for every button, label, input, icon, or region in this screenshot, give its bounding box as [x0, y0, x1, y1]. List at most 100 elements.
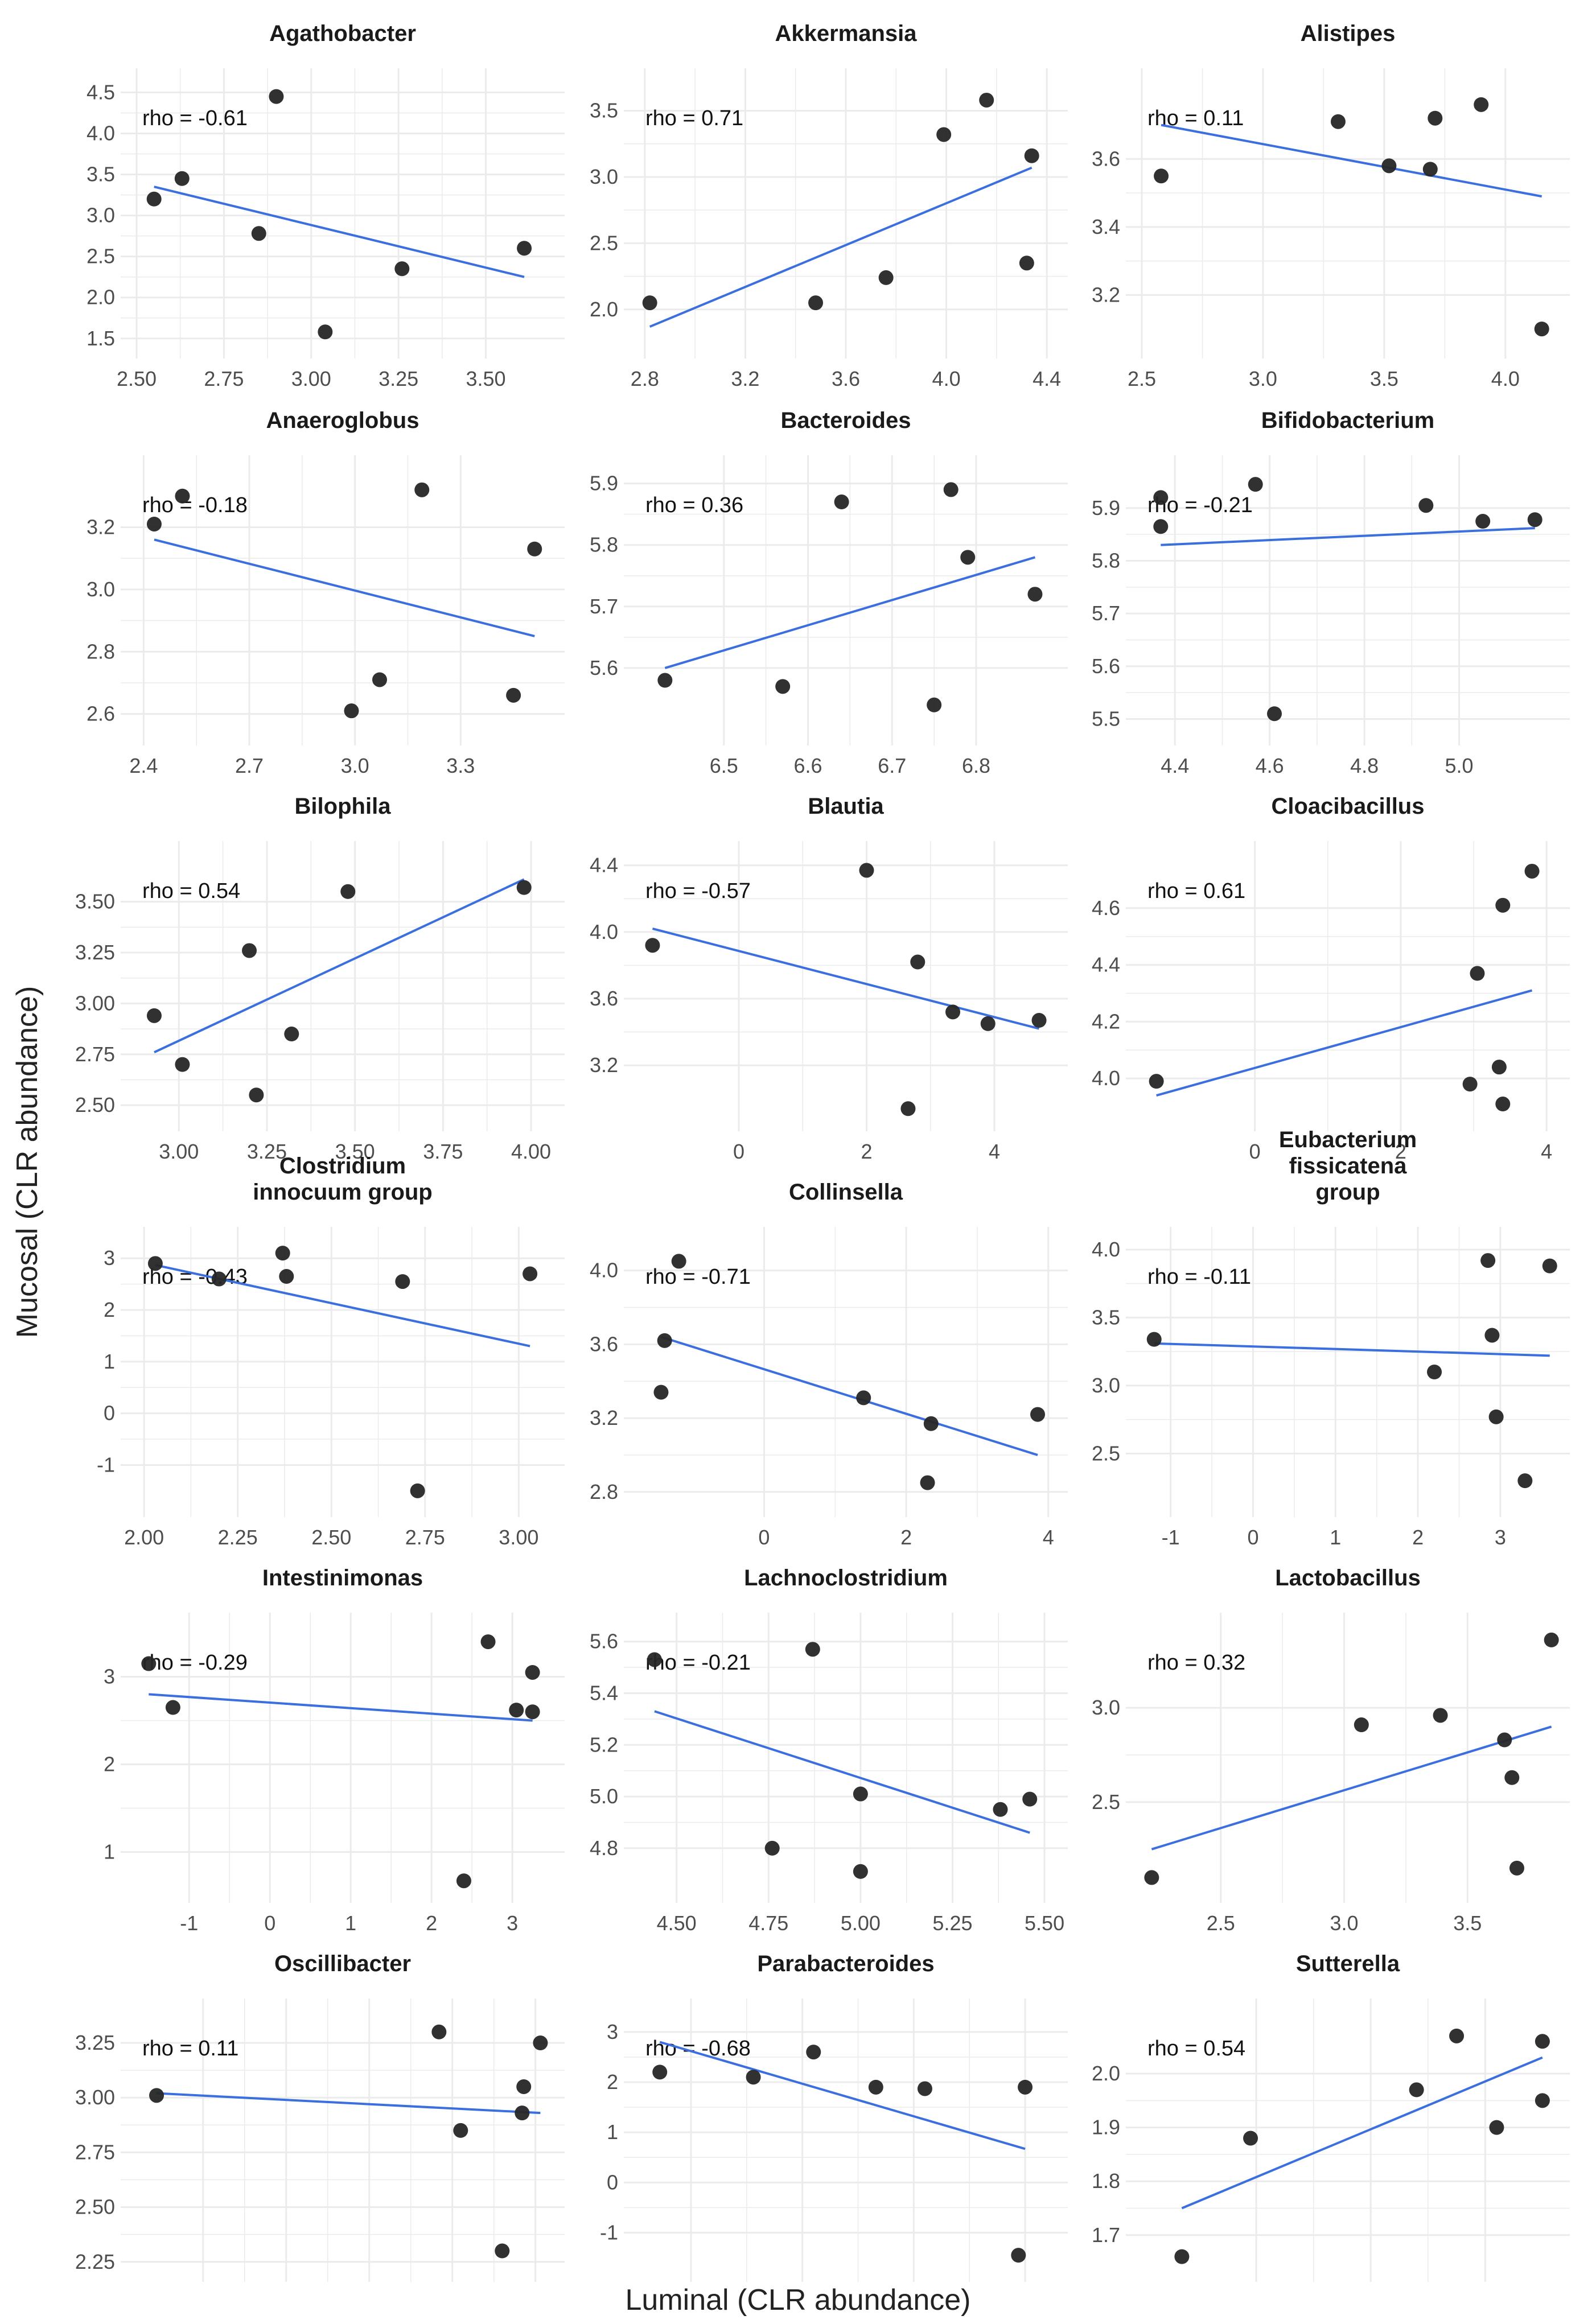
x-tick-label: 2 — [900, 1526, 912, 1549]
data-point — [764, 1840, 780, 1856]
x-tick-label: 4.0 — [932, 367, 961, 390]
x-tick-label: 4 — [989, 1140, 1000, 1163]
data-point — [1497, 1732, 1512, 1748]
data-point — [856, 1390, 871, 1406]
y-tick-label: 4.6 — [1092, 896, 1120, 920]
regression-line — [649, 166, 1033, 328]
regression-line — [1161, 527, 1535, 546]
y-tick-label: 5.6 — [590, 656, 618, 679]
data-point — [525, 1704, 540, 1720]
x-tick-label: 1 — [345, 1911, 356, 1935]
panel-bilophila: Bilophila 3.00 3.25 3.50 3.75 4.00 2.50 2.75 3.0… — [75, 794, 565, 1163]
y-tick-label: 5.9 — [1092, 496, 1120, 520]
data-point — [1267, 706, 1282, 722]
data-point — [936, 127, 952, 142]
regression-line — [154, 538, 535, 637]
data-point — [1146, 1332, 1162, 1347]
data-point — [806, 2045, 821, 2060]
regression-line — [149, 1693, 533, 1722]
data-point — [146, 1008, 162, 1023]
panel-title: Akkermansia — [775, 21, 917, 46]
x-tick-label: 2.50 — [311, 1526, 351, 1549]
y-tick-label: 1 — [104, 1350, 115, 1373]
y-tick-label: 3.00 — [75, 2086, 115, 2109]
data-point — [1409, 2082, 1424, 2098]
regression-line — [660, 1336, 1038, 1456]
x-tick-label: 3.50 — [335, 1140, 375, 1163]
data-point — [1433, 1708, 1448, 1723]
x-tick-label: 3.00 — [291, 367, 331, 390]
y-tick-label: 1.5 — [87, 327, 115, 350]
data-point — [527, 541, 542, 557]
data-point — [927, 697, 942, 712]
y-tick-label: 4.0 — [590, 920, 618, 943]
x-tick-label: 6.6 — [793, 754, 822, 777]
y-tick-label: 1 — [104, 1840, 115, 1863]
x-tick-label: 0 — [1249, 1140, 1261, 1163]
y-tick-label: 0 — [104, 1402, 115, 1425]
x-tick-label: 3.75 — [423, 1140, 463, 1163]
data-point — [657, 1333, 672, 1348]
data-point — [1475, 514, 1491, 529]
data-point — [533, 2035, 548, 2051]
data-point — [979, 92, 994, 108]
data-point — [1011, 2248, 1026, 2263]
y-tick-label: 2 — [607, 2070, 618, 2094]
data-point — [410, 1483, 425, 1498]
rho-annotation: rho = -0.29 — [142, 1651, 248, 1675]
rho-annotation: rho = -0.57 — [645, 879, 751, 903]
rho-annotation: rho = -0.18 — [142, 493, 248, 517]
data-point — [834, 495, 849, 510]
data-point — [395, 1274, 410, 1289]
data-point — [1488, 1409, 1504, 1424]
data-point — [525, 1664, 540, 1680]
y-tick-label: 1 — [607, 2120, 618, 2144]
data-point — [480, 1634, 496, 1650]
x-tick-label: 4.4 — [1161, 754, 1189, 777]
data-point — [146, 516, 162, 531]
y-tick-label: 3.2 — [590, 1053, 618, 1077]
y-tick-label: 3.6 — [590, 1332, 618, 1355]
x-tick-label: 1 — [1330, 1526, 1341, 1549]
panel-title: Agathobacter — [269, 21, 416, 46]
data-point — [1330, 114, 1346, 129]
panel-lactobacillus: Lactobacillus 2.5 3.0 3.5 2.5 3.0 rho = 0.32 — [1092, 1565, 1570, 1935]
panel-title: Oscillibacter — [274, 1951, 411, 1976]
data-point — [146, 191, 162, 207]
data-point — [1495, 897, 1511, 913]
x-tick-label: 6.8 — [962, 754, 990, 777]
data-point — [1427, 1365, 1442, 1379]
x-tick-label: 5.50 — [1025, 1911, 1064, 1935]
data-point — [1018, 2079, 1033, 2095]
data-point — [1428, 110, 1443, 126]
data-point — [344, 703, 359, 719]
data-point — [284, 1027, 299, 1042]
x-tick-label: 4.0 — [1491, 367, 1520, 390]
rho-annotation: rho = -0.11 — [1147, 1265, 1251, 1289]
data-point — [853, 1864, 868, 1879]
y-tick-label: 3.25 — [75, 941, 115, 964]
panel-title: group — [1315, 1180, 1380, 1205]
data-point — [251, 226, 266, 241]
x-tick-label: 3 — [1495, 1526, 1506, 1549]
panel-akkermansia: Akkermansia 2.8 3.2 3.6 4.0 4.4 2.0 2.5 3.0 3.5 rh… — [590, 21, 1068, 390]
y-tick-label: 3.0 — [87, 578, 115, 601]
rho-annotation: rho = 0.11 — [142, 2037, 238, 2061]
y-tick-label: 4.8 — [590, 1836, 618, 1860]
data-point — [960, 550, 976, 565]
panel-title: Bifidobacterium — [1261, 408, 1434, 433]
panel-title: Bilophila — [295, 794, 392, 819]
data-point — [1154, 168, 1169, 184]
data-point — [275, 1246, 290, 1261]
y-tick-label: 5.4 — [590, 1682, 618, 1705]
y-tick-label: 3 — [607, 2020, 618, 2043]
y-tick-label: 5.9 — [590, 472, 618, 495]
x-tick-label: 5.25 — [932, 1911, 972, 1935]
x-tick-label: 0 — [733, 1140, 744, 1163]
data-point — [645, 938, 660, 953]
x-tick-label: 3.3 — [446, 754, 475, 777]
regression-line — [1181, 2056, 1543, 2210]
regression-line — [1161, 123, 1542, 198]
data-point — [1527, 512, 1542, 528]
